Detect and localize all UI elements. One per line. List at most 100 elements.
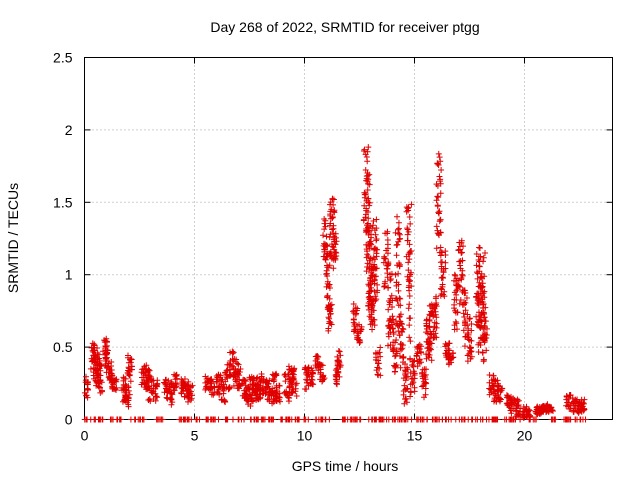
- data-point: [150, 388, 157, 395]
- data-point: [373, 350, 380, 357]
- data-point: [84, 386, 91, 393]
- y-tick-label: 1.5: [53, 194, 73, 210]
- data-point: [120, 374, 127, 381]
- data-point: [465, 351, 472, 358]
- data-point: [407, 369, 414, 376]
- data-point: [503, 394, 510, 401]
- data-point: [185, 378, 192, 385]
- data-point: [329, 195, 336, 202]
- x-tick-label: 20: [517, 428, 533, 444]
- data-point: [419, 375, 426, 382]
- data-point: [394, 213, 401, 220]
- data-point: [393, 242, 400, 249]
- data-point: [439, 249, 446, 256]
- data-point: [407, 388, 414, 395]
- data-point: [371, 264, 378, 271]
- data-point: [408, 247, 415, 254]
- data-point: [435, 209, 442, 216]
- data-point: [406, 334, 413, 341]
- data-point: [252, 392, 259, 399]
- data-point: [330, 225, 337, 232]
- data-point: [433, 314, 440, 321]
- data-point: [437, 158, 444, 165]
- data-point: [168, 379, 175, 386]
- data-point: [172, 384, 179, 391]
- data-point: [372, 231, 379, 238]
- data-point: [492, 377, 499, 384]
- data-point: [417, 359, 424, 366]
- data-point: [220, 390, 227, 397]
- data-point: [290, 386, 297, 393]
- data-point: [165, 388, 172, 395]
- data-point: [327, 199, 334, 206]
- data-point: [106, 365, 113, 372]
- data-point: [269, 388, 276, 395]
- data-point: [385, 323, 392, 330]
- data-point: [399, 341, 406, 348]
- data-point: [365, 144, 372, 151]
- data-point: [419, 383, 426, 390]
- data-point: [464, 358, 471, 365]
- data-point: [468, 353, 475, 360]
- data-point: [326, 262, 333, 269]
- data-point: [290, 367, 297, 374]
- data-point: [443, 416, 450, 423]
- data-point: [367, 238, 374, 245]
- data-point: [406, 213, 413, 220]
- data-point: [395, 238, 402, 245]
- data-point: [369, 326, 376, 333]
- data-point: [128, 356, 135, 363]
- data-point: [126, 391, 133, 398]
- data-point: [325, 314, 332, 321]
- data-point: [236, 381, 243, 388]
- data-point: [327, 220, 334, 227]
- data-point: [407, 356, 414, 363]
- data-point: [350, 319, 357, 326]
- data-point: [430, 334, 437, 341]
- data-point: [460, 327, 467, 334]
- data-point: [383, 230, 390, 237]
- data-point: [431, 324, 438, 331]
- data-point: [234, 360, 241, 367]
- data-point: [122, 381, 129, 388]
- data-point: [207, 385, 214, 392]
- data-point: [403, 204, 410, 211]
- data-point: [476, 244, 483, 251]
- data-point: [235, 361, 242, 368]
- data-point: [461, 290, 468, 297]
- data-point: [409, 380, 416, 387]
- data-points: [81, 144, 589, 423]
- data-point: [481, 288, 488, 295]
- data-point: [385, 306, 392, 313]
- data-point: [486, 372, 493, 379]
- plot-frame: [84, 57, 613, 420]
- data-point: [461, 343, 468, 350]
- data-point: [548, 407, 555, 414]
- data-point: [107, 416, 114, 423]
- data-point: [381, 283, 388, 290]
- data-point: [157, 416, 164, 423]
- data-point: [482, 250, 489, 257]
- data-point: [426, 318, 433, 325]
- data-point: [84, 380, 91, 387]
- data-point: [572, 396, 579, 403]
- data-point: [357, 328, 364, 335]
- data-point: [83, 392, 90, 399]
- data-point: [433, 197, 440, 204]
- data-point: [99, 416, 106, 423]
- data-point: [305, 364, 312, 371]
- data-point: [335, 357, 342, 364]
- data-point: [290, 366, 297, 373]
- data-point: [277, 398, 284, 405]
- data-point: [512, 416, 519, 423]
- data-point: [430, 416, 437, 423]
- data-point: [437, 259, 444, 266]
- data-point: [375, 360, 382, 367]
- data-point: [480, 309, 487, 316]
- data-point: [233, 378, 240, 385]
- data-point: [153, 393, 160, 400]
- data-point: [290, 373, 297, 380]
- data-point: [256, 391, 263, 398]
- data-point: [387, 276, 394, 283]
- y-tick-label: 0.5: [53, 339, 73, 355]
